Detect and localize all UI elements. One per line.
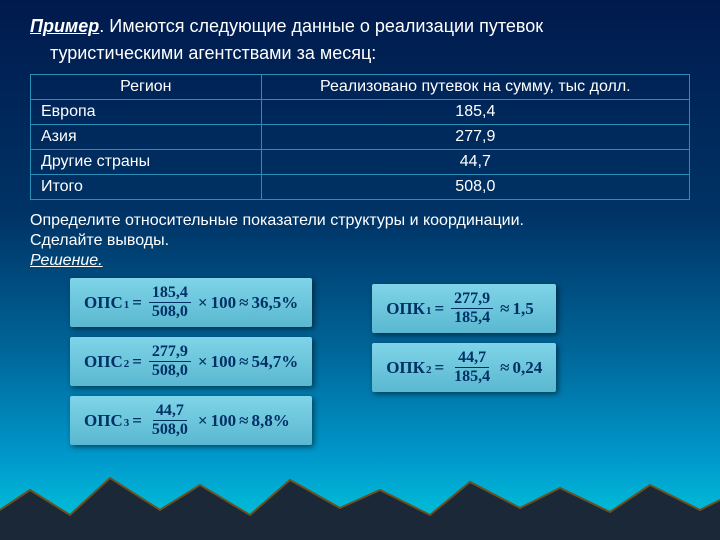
table-row: Европа185,4 <box>31 100 690 125</box>
task-line1: Определите относительные показатели стру… <box>30 212 690 230</box>
formula-ops-1: ОПС1 = 185,4508,0 × 100 ≈ 36,5% <box>70 278 312 327</box>
table-row: Другие страны44,7 <box>31 150 690 175</box>
cell-value: 44,7 <box>261 150 689 175</box>
table-row: Азия277,9 <box>31 125 690 150</box>
title-rest: . Имеются следующие данные о реализации … <box>99 16 543 36</box>
formula-opk-1: ОПК1 = 277,9185,4 ≈ 1,5 <box>372 284 556 333</box>
formula-area: ОПС1 = 185,4508,0 × 100 ≈ 36,5% ОПС2 = 2… <box>30 278 690 445</box>
task-line2: Сделайте выводы. <box>30 232 690 250</box>
opk-column: ОПК1 = 277,9185,4 ≈ 1,5 ОПК2 = 44,7185,4… <box>372 278 556 445</box>
ops-column: ОПС1 = 185,4508,0 × 100 ≈ 36,5% ОПС2 = 2… <box>70 278 312 445</box>
cell-region: Итого <box>31 175 262 200</box>
formula-ops-3: ОПС3 = 44,7508,0 × 100 ≈ 8,8% <box>70 396 312 445</box>
solution-label: Решение. <box>30 252 690 270</box>
title-word: Пример <box>30 16 99 36</box>
mountain-decoration <box>0 460 720 540</box>
col-header-value: Реализовано путевок на сумму, тыс долл. <box>261 75 689 100</box>
subtitle: туристическими агентствами за месяц: <box>50 43 690 64</box>
title: Пример. Имеются следующие данные о реали… <box>30 16 690 37</box>
formula-ops-2: ОПС2 = 277,9508,0 × 100 ≈ 54,7% <box>70 337 312 386</box>
formula-opk-2: ОПК2 = 44,7185,4 ≈ 0,24 <box>372 343 556 392</box>
col-header-region: Регион <box>31 75 262 100</box>
cell-region: Азия <box>31 125 262 150</box>
cell-value: 277,9 <box>261 125 689 150</box>
cell-value: 185,4 <box>261 100 689 125</box>
table-header-row: Регион Реализовано путевок на сумму, тыс… <box>31 75 690 100</box>
cell-value: 508,0 <box>261 175 689 200</box>
cell-region: Другие страны <box>31 150 262 175</box>
cell-region: Европа <box>31 100 262 125</box>
table-row: Итого508,0 <box>31 175 690 200</box>
data-table: Регион Реализовано путевок на сумму, тыс… <box>30 74 690 200</box>
